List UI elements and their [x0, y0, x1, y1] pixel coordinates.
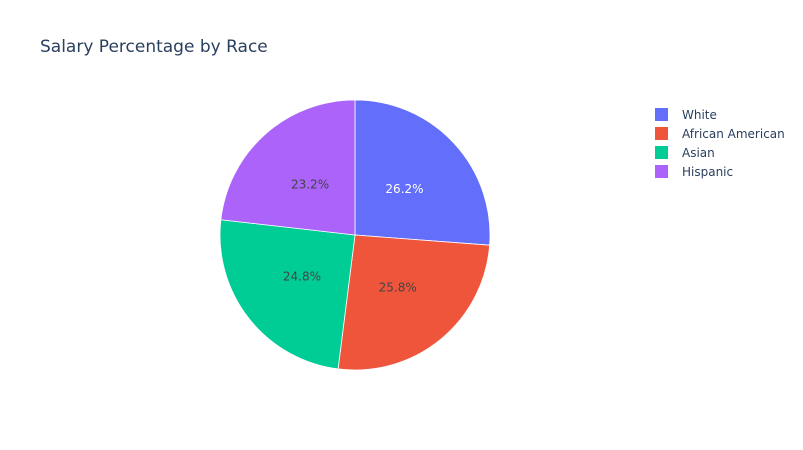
- pie-slice-hispanic[interactable]: [220, 99, 356, 236]
- legend-label-african-american: African American: [682, 127, 785, 141]
- pie-slice-label-hispanic: 23.2%: [291, 178, 329, 192]
- legend-swatch-white: [655, 108, 668, 121]
- chart-title: Salary Percentage by Race: [40, 37, 268, 57]
- pie-slices: [219, 99, 491, 371]
- pie-slice-white[interactable]: [354, 99, 491, 246]
- legend-item-hispanic[interactable]: Hispanic: [655, 165, 733, 179]
- legend-item-white[interactable]: White: [655, 108, 717, 122]
- pie-slice-african-american[interactable]: [337, 234, 491, 371]
- legend-label-hispanic: Hispanic: [682, 165, 733, 179]
- legend-item-asian[interactable]: Asian: [655, 146, 715, 160]
- pie-slice-asian[interactable]: [219, 219, 356, 370]
- legend-swatch-hispanic: [655, 165, 668, 178]
- legend-label-white: White: [682, 108, 717, 122]
- pie-slice-label-african-american: 25.8%: [379, 280, 417, 294]
- legend-item-african-american[interactable]: African American: [655, 127, 785, 141]
- pie-slice-label-white: 26.2%: [385, 182, 423, 196]
- legend-label-asian: Asian: [682, 146, 715, 160]
- pie-slice-labels: 26.2% 25.8% 24.8% 23.2%: [283, 178, 424, 295]
- legend-swatch-african-american: [655, 127, 668, 140]
- pie-slice-label-asian: 24.8%: [283, 270, 321, 284]
- legend[interactable]: White African American Asian Hispanic: [655, 108, 785, 179]
- legend-swatch-asian: [655, 146, 668, 159]
